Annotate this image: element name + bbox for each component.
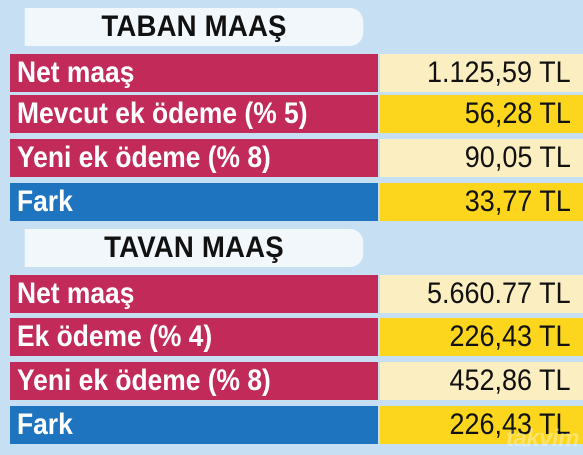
- row-label: Yeni ek ödeme (% 8): [10, 362, 378, 400]
- section-title-tavan: TAVAN MAAŞ: [24, 229, 364, 267]
- row-value: 90,05 TL: [380, 139, 583, 177]
- row-value: 452,86 TL: [380, 362, 583, 400]
- row-label: Fark: [10, 183, 378, 221]
- table-row: Ek ödeme (% 4) 226,43 TL: [10, 318, 583, 356]
- watermark-logo: takvim: [505, 425, 580, 452]
- table-row: Mevcut ek ödeme (% 5) 56,28 TL: [10, 95, 583, 133]
- table-row: Yeni ek ödeme (% 8) 452,86 TL: [10, 362, 583, 400]
- row-value: 226,43 TL: [380, 406, 583, 444]
- row-label: Ek ödeme (% 4): [10, 318, 378, 356]
- row-label: Fark: [10, 406, 378, 444]
- table-row: Net maaş 1.125,59 TL: [10, 54, 583, 92]
- row-value: 33,77 TL: [380, 183, 583, 221]
- table-row: Net maaş 5.660.77 TL: [10, 275, 583, 313]
- row-value: 226,43 TL: [380, 318, 583, 356]
- row-label: Mevcut ek ödeme (% 5): [10, 95, 378, 133]
- row-value: 1.125,59 TL: [380, 54, 583, 92]
- section-title-taban: TABAN MAAŞ: [24, 8, 364, 46]
- row-label: Net maaş: [10, 275, 378, 313]
- row-label: Net maaş: [10, 54, 378, 92]
- row-label: Yeni ek ödeme (% 8): [10, 139, 378, 177]
- table-row: Yeni ek ödeme (% 8) 90,05 TL: [10, 139, 583, 177]
- table-row: Fark 33,77 TL: [10, 183, 583, 221]
- row-value: 56,28 TL: [380, 95, 583, 133]
- row-value: 5.660.77 TL: [380, 275, 583, 313]
- table-row: Fark 226,43 TL: [10, 406, 583, 444]
